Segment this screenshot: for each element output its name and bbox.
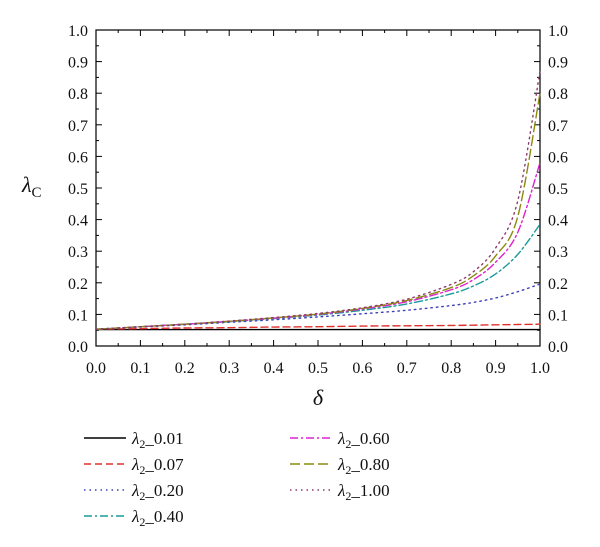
y-tick-label-right: 0.2	[548, 276, 568, 293]
y-tick-label-left: 0.3	[68, 244, 88, 261]
x-tick-label: 0.8	[441, 360, 461, 377]
y-axis-title: λC	[21, 172, 42, 201]
legend-label-5: λ2_0.60	[337, 429, 390, 451]
y-axis-title-symbol: λ	[21, 172, 32, 197]
legend-label-7: λ2_1.00	[337, 481, 390, 503]
y-tick-label-right: 0.3	[548, 244, 568, 261]
x-tick-label: 0.2	[175, 360, 195, 377]
x-tick-label: 0.5	[308, 360, 328, 377]
series-line-6	[95, 92, 541, 330]
x-tick-label: 0.6	[352, 360, 372, 377]
y-tick-label-left: 0.6	[68, 149, 88, 166]
plot-frame	[95, 29, 541, 347]
x-tick-label: 0.9	[486, 360, 506, 377]
x-axis-title: δ	[313, 385, 324, 410]
y-tick-label-right: 0.7	[548, 118, 568, 135]
series-line-2	[95, 323, 541, 330]
legend-label-4: λ2_0.40	[131, 507, 184, 529]
series-lines	[95, 70, 541, 331]
x-tick-label: 0.4	[264, 360, 284, 377]
y-tick-label-left: 0.4	[68, 213, 88, 230]
y-tick-label-left: 0.7	[68, 118, 88, 135]
legend-label-3: λ2_0.20	[131, 481, 184, 503]
legend-label-6: λ2_0.80	[337, 455, 390, 477]
y-tick-label-right: 0.9	[548, 55, 568, 72]
series-line-7	[95, 70, 541, 330]
y-tick-label-left: 0.8	[68, 86, 88, 103]
y-tick-label-left: 1.0	[68, 23, 88, 40]
y-tick-label-left: 0.0	[68, 339, 88, 356]
x-tick-label: 0.3	[219, 360, 239, 377]
x-tick-label: 0.1	[130, 360, 150, 377]
y-tick-label-right: 0.4	[548, 213, 568, 230]
y-tick-label-right: 0.6	[548, 149, 568, 166]
legend-label-2: λ2_0.07	[131, 455, 184, 477]
y-tick-label-left: 0.1	[68, 307, 88, 324]
y-tick-label-left: 0.2	[68, 276, 88, 293]
y-tick-label-right: 0.8	[548, 86, 568, 103]
y-axis-title-subscript: C	[32, 185, 42, 201]
legend: λ2_0.01 λ2_0.07 λ2_0.20 λ2_0.40 λ2_0.60 λ2_0.…	[84, 429, 390, 529]
y-tick-label-right: 1.0	[548, 23, 568, 40]
series-line-3	[95, 283, 541, 330]
y-tick-label-left: 0.9	[68, 55, 88, 72]
y-tick-label-left: 0.5	[68, 181, 88, 198]
legend-label-1: λ2_0.01	[131, 429, 184, 451]
y-tick-label-right: 0.1	[548, 307, 568, 324]
series-line-5	[95, 162, 541, 330]
x-tick-label: 0.7	[397, 360, 417, 377]
y-tick-label-right: 0.0	[548, 339, 568, 356]
y-tick-label-right: 0.5	[548, 181, 568, 198]
series-line-4	[95, 223, 541, 330]
axis-ticks: 0.0 0.1 0.2 0.3 0.4 0.5 0.6 0.7 0.8 0.9 1.0 0.0 0.0 0…	[68, 23, 568, 377]
x-tick-label: 0.0	[86, 360, 106, 377]
x-tick-label: 1.0	[530, 360, 550, 377]
